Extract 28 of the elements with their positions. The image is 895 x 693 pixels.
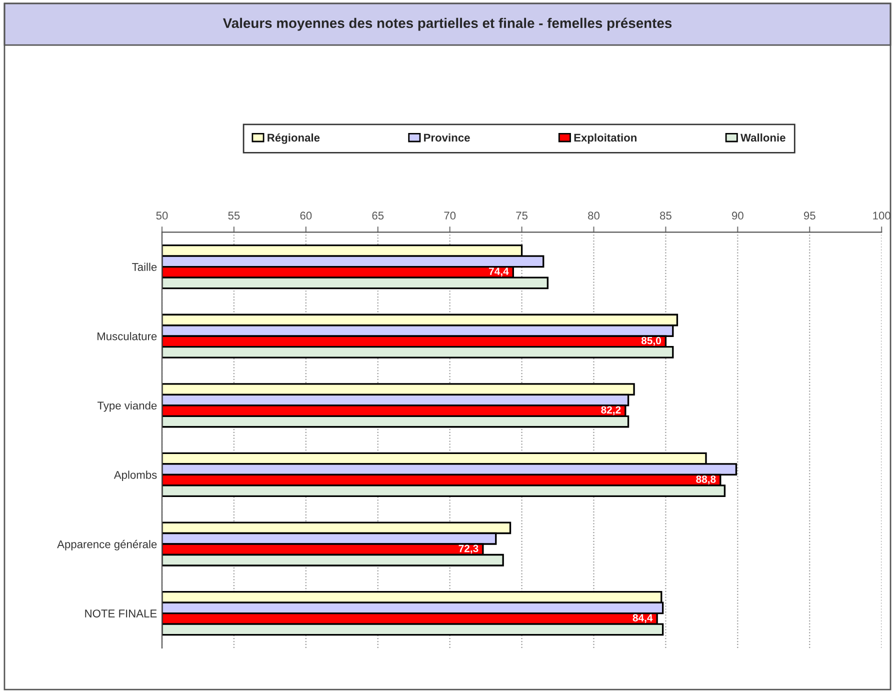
y-tick-label: Musculature bbox=[98, 332, 157, 340]
x-tick-label: 90 bbox=[732, 212, 744, 220]
x-tick-label: 60 bbox=[300, 212, 312, 220]
y-tick-label: Type viande bbox=[97, 401, 157, 412]
x-tick-label: 85 bbox=[660, 212, 672, 220]
data-label: 88,8 bbox=[696, 475, 716, 484]
x-tick-label: 100 bbox=[873, 212, 890, 220]
x-tick-label: 65 bbox=[372, 212, 384, 220]
x-tick-label: 50 bbox=[156, 212, 168, 220]
legend-label: Wallonie bbox=[740, 133, 786, 142]
x-tick-label: 75 bbox=[516, 212, 528, 220]
x-tick-label: 55 bbox=[228, 212, 240, 220]
data-label: 84,4 bbox=[632, 614, 653, 623]
x-tick-label: 80 bbox=[588, 212, 600, 220]
data-label: 82,2 bbox=[601, 406, 621, 416]
legend-label: Province bbox=[424, 133, 470, 142]
x-tick-label: 95 bbox=[804, 212, 816, 220]
y-tick-label: Aplombs bbox=[114, 470, 157, 482]
data-label: 85,0 bbox=[641, 336, 661, 346]
x-tick-label: 70 bbox=[444, 212, 456, 220]
legend-label: Régionale bbox=[268, 133, 320, 144]
legend-label: Exploitation bbox=[574, 133, 636, 144]
y-tick-label: Apparence générale bbox=[57, 540, 157, 550]
y-tick-label: Taille bbox=[132, 262, 157, 271]
data-label: 74,4 bbox=[489, 268, 509, 276]
chart-title: Valeurs moyennes des notes partielles et finale - femelles présentes bbox=[222, 18, 672, 31]
data-label: 72,3 bbox=[458, 544, 478, 554]
y-tick-label: NOTE FINALE bbox=[85, 610, 157, 618]
